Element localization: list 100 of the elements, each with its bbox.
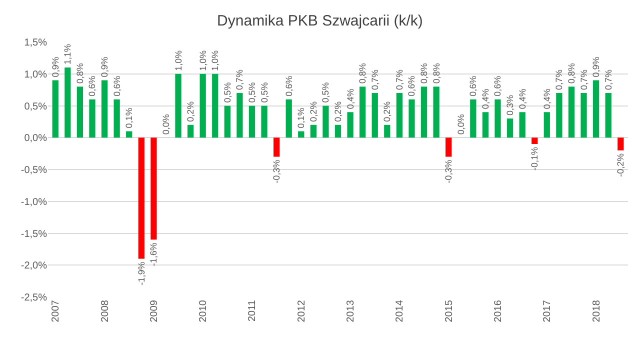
x-tick-label: 2017 — [542, 300, 554, 322]
data-label: -1,9% — [136, 262, 146, 286]
data-label: 0,1% — [296, 108, 306, 128]
bar — [592, 80, 600, 138]
data-label: 0,2% — [186, 101, 196, 122]
bar — [126, 131, 132, 138]
x-tick-label: 2016 — [493, 300, 504, 322]
data-label: 0,7% — [554, 69, 564, 90]
data-label: -0,2% — [616, 153, 626, 177]
bar — [64, 68, 71, 138]
data-label: 0,5% — [246, 82, 257, 103]
data-label: 0,6% — [112, 76, 122, 96]
x-tick-label: 2014 — [394, 300, 406, 322]
bar — [334, 124, 342, 138]
x-tick-label: 2013 — [346, 300, 357, 322]
data-label: 0,2% — [308, 101, 318, 122]
data-label: 0,5% — [259, 82, 270, 103]
y-tick-label: -2,5% — [20, 292, 48, 304]
bar — [605, 93, 612, 138]
data-label: 1,0% — [210, 50, 220, 71]
bar — [273, 138, 280, 157]
bar — [580, 93, 587, 138]
x-tick-label: 2007 — [50, 300, 62, 322]
y-tick-label: -2,0% — [20, 260, 48, 272]
chart-title: Dynamika PKB Szwajcarii (k/k) — [217, 12, 423, 30]
data-label: 0,3% — [505, 94, 516, 116]
bar — [519, 112, 526, 138]
data-label: 1,1% — [62, 44, 73, 64]
bar — [544, 112, 550, 138]
bar — [482, 112, 489, 138]
bar — [101, 80, 108, 138]
y-tick-label: 1,5% — [24, 38, 48, 48]
bar — [310, 124, 316, 138]
data-label: 0,4% — [517, 88, 528, 110]
data-label: 0,7% — [578, 69, 589, 90]
y-tick-label: 1,0% — [24, 69, 48, 80]
data-label: 0,8% — [419, 63, 430, 84]
bar — [224, 106, 230, 138]
data-label: 0,7% — [234, 69, 245, 90]
data-label: 0,7% — [370, 69, 380, 90]
y-tick-label: 0,5% — [24, 101, 48, 112]
bar — [384, 124, 390, 138]
bar — [114, 99, 120, 138]
bar — [138, 138, 144, 259]
bar — [433, 86, 440, 138]
data-label: 0,6% — [468, 76, 478, 96]
bar — [556, 93, 562, 138]
bar — [568, 86, 575, 138]
bar — [470, 99, 476, 138]
bar — [236, 93, 243, 138]
data-label: 0,6% — [492, 76, 503, 96]
data-label: 0,4% — [480, 88, 490, 110]
data-label: 1,0% — [198, 50, 208, 71]
bar — [212, 74, 218, 138]
data-label: 0,7% — [394, 69, 404, 90]
data-label: 0,5% — [222, 82, 232, 103]
data-label: 0,9% — [591, 56, 602, 78]
data-label: 0,0% — [456, 114, 466, 135]
data-label: -0,3% — [444, 160, 454, 184]
data-label: -1,6% — [148, 242, 159, 266]
bar — [89, 99, 96, 138]
data-label: 0,4% — [345, 88, 356, 110]
data-label: -0,1% — [530, 147, 540, 171]
data-label: 1,0% — [173, 50, 184, 71]
bar — [200, 74, 206, 138]
y-tick-label: 0,0% — [24, 133, 48, 144]
data-label: 0,1% — [124, 108, 134, 128]
data-label: 0,8% — [74, 63, 85, 84]
x-tick-label: 2010 — [198, 300, 210, 322]
bar — [396, 93, 403, 138]
data-label: 0,5% — [320, 82, 331, 103]
bar — [408, 99, 415, 138]
bar — [261, 106, 268, 138]
data-label: 0,6% — [406, 76, 417, 96]
bar — [420, 86, 428, 138]
bar — [286, 99, 292, 138]
bar — [618, 138, 624, 150]
y-tick-label: -1,5% — [20, 228, 48, 240]
bar — [76, 86, 84, 138]
data-label: -0,3% — [272, 160, 282, 184]
data-label: 0,6% — [87, 76, 98, 96]
bar — [52, 80, 58, 138]
data-label: 0,6% — [284, 76, 294, 96]
data-label: 0,8% — [358, 63, 368, 84]
bar — [322, 106, 329, 138]
bar — [175, 74, 182, 138]
data-label: 0,9% — [50, 56, 60, 78]
bar — [494, 99, 501, 138]
data-label: 0,8% — [431, 63, 442, 84]
bar — [298, 131, 304, 138]
data-label: 0,4% — [542, 88, 552, 110]
x-tick-label: 2011 — [247, 300, 258, 322]
bar — [248, 106, 256, 138]
data-label: 0,7% — [603, 69, 614, 90]
x-tick-label: 2009 — [148, 300, 160, 322]
bar — [372, 93, 378, 138]
y-tick-label: -1,0% — [20, 196, 48, 208]
x-tick-label: 2008 — [100, 300, 111, 322]
bar — [360, 86, 366, 138]
x-tick-label: 2012 — [296, 300, 308, 322]
